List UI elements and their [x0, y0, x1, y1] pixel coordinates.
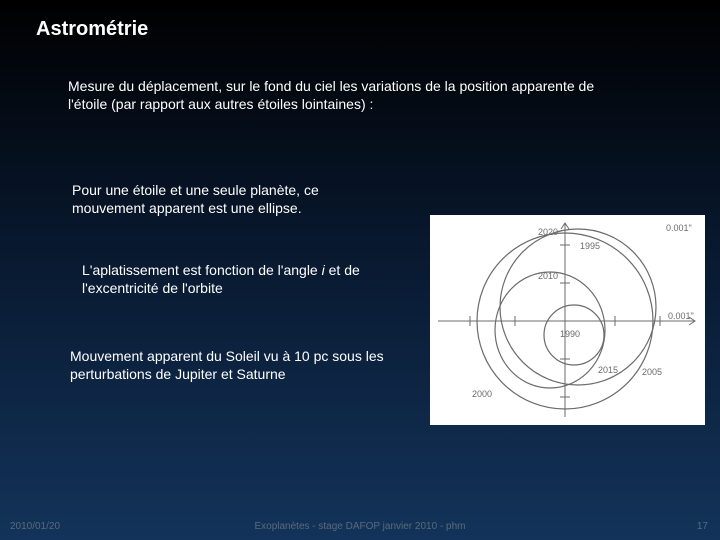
svg-text:2015: 2015: [598, 365, 618, 375]
paragraph-ellipse: Pour une étoile et une seule planète, ce…: [72, 182, 392, 217]
svg-text:2010: 2010: [538, 271, 558, 281]
astrometry-svg: 0.001" 0.001" 2020 1995 2010 1990 2015 2005 2000: [430, 215, 705, 425]
astrometry-diagram: 0.001" 0.001" 2020 1995 2010 1990 2015 2005 2000: [430, 215, 705, 425]
svg-text:0.001": 0.001": [668, 311, 694, 321]
paragraph-sun-motion: Mouvement apparent du Soleil vu à 10 pc …: [70, 348, 410, 383]
footer-page-number: 17: [697, 521, 708, 532]
svg-text:2020: 2020: [538, 227, 558, 237]
svg-text:2005: 2005: [642, 367, 662, 377]
svg-text:1990: 1990: [560, 329, 580, 339]
footer-caption: Exoplanètes - stage DAFOP janvier 2010 -…: [0, 521, 720, 532]
paragraph-intro: Mesure du déplacement, sur le fond du ci…: [68, 78, 628, 113]
paragraph-flattening: L'aplatissement est fonction de l'angle …: [82, 262, 392, 297]
svg-text:0.001": 0.001": [666, 223, 692, 233]
slide: { "title": { "text": "Astrométrie", "fon…: [0, 0, 720, 540]
slide-title: Astrométrie: [36, 18, 148, 41]
svg-text:2000: 2000: [472, 389, 492, 399]
svg-text:1995: 1995: [580, 241, 600, 251]
